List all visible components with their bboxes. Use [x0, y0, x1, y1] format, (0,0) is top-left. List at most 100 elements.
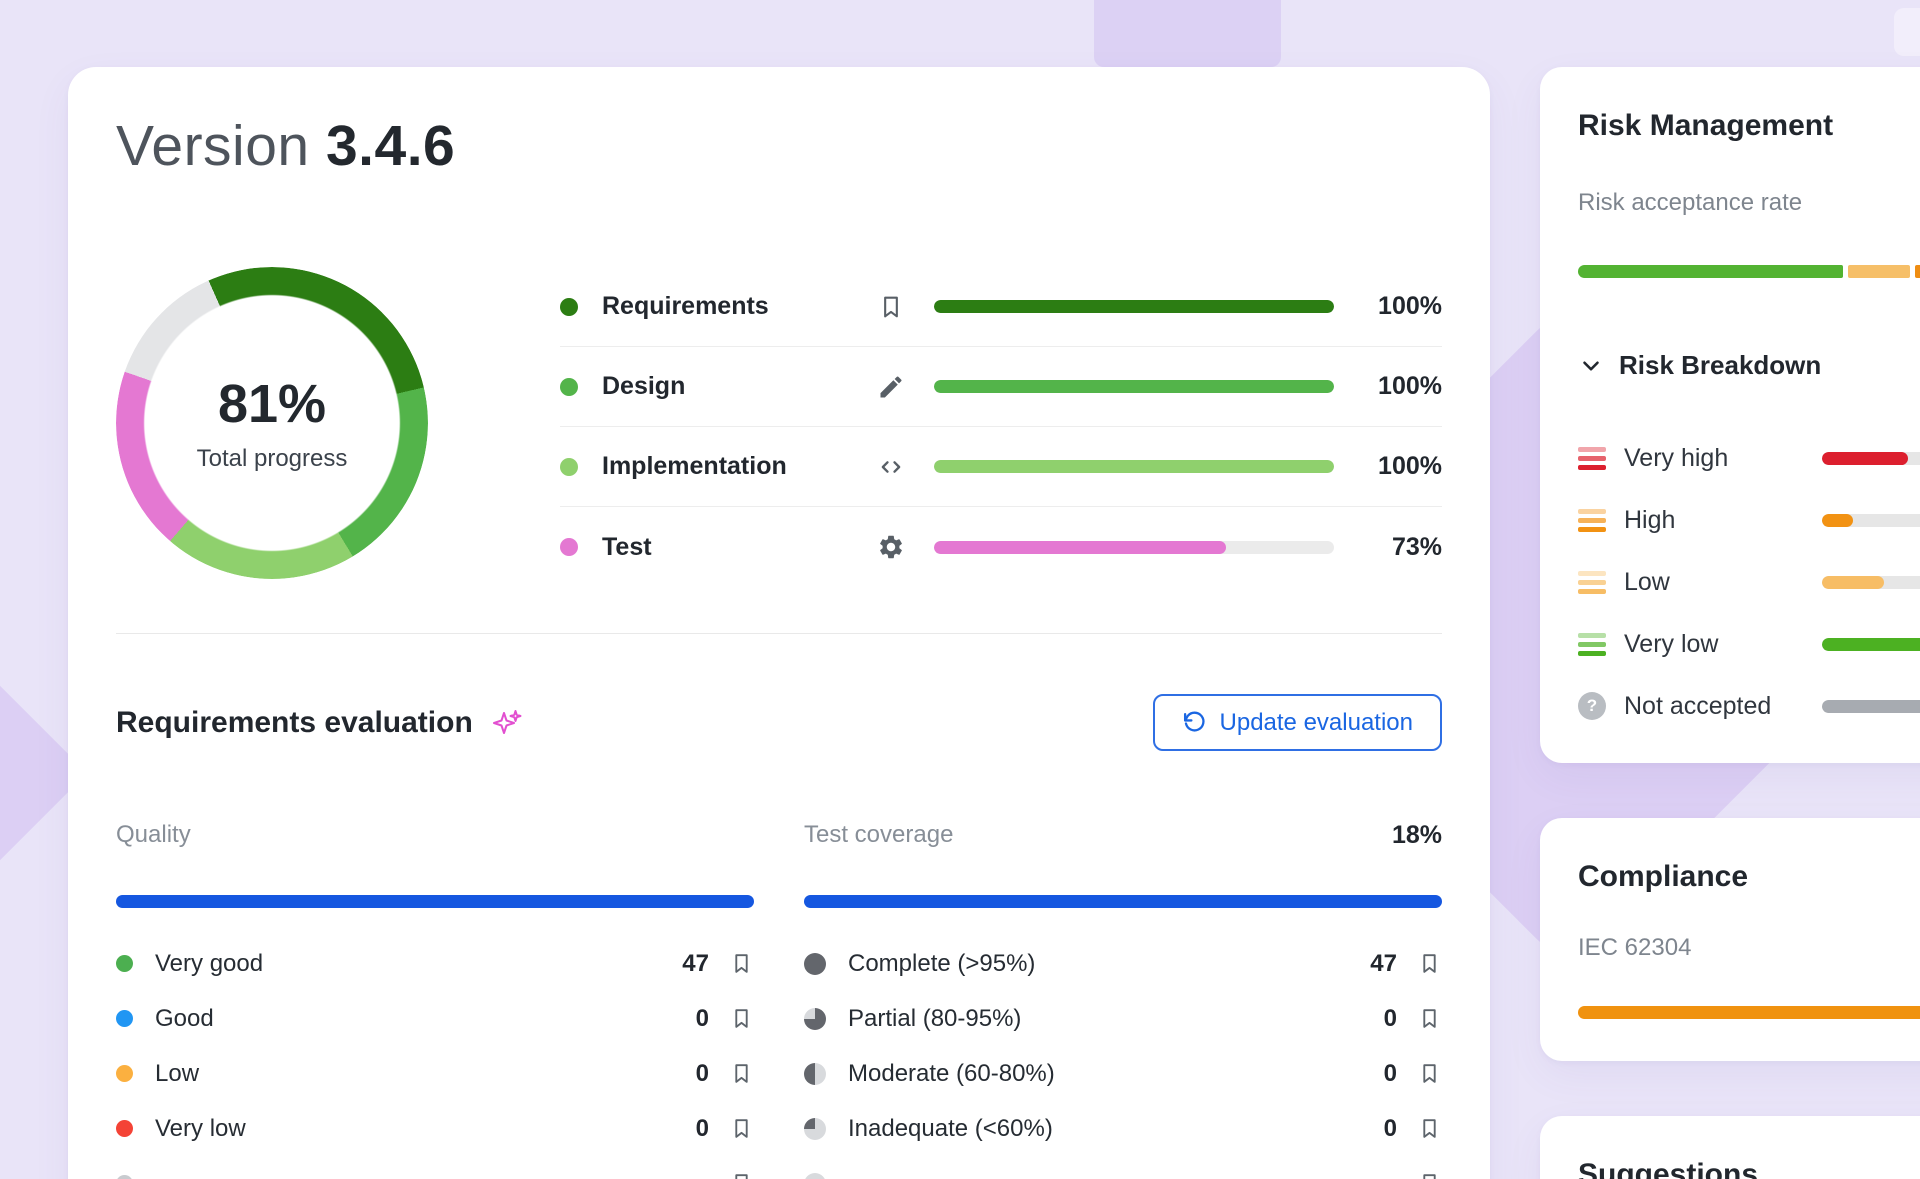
row-count: 47 [1370, 949, 1397, 977]
phase-progress-bar [934, 380, 1334, 393]
question-icon: ? [1578, 692, 1606, 720]
phase-dot [560, 377, 578, 396]
bookmark-icon[interactable] [729, 1006, 754, 1031]
update-evaluation-label: Update evaluation [1219, 708, 1413, 736]
code-icon [874, 453, 908, 481]
progress-overview: 81% Total progress Requirements 100% [116, 267, 1442, 587]
quality-progress-bar [116, 895, 754, 908]
row-label: Partial (80-95%) [848, 1004, 1022, 1032]
risk-row-bar [1822, 513, 1920, 527]
risk-breakdown-header[interactable]: Risk Breakdown [1578, 350, 1920, 381]
risk-acceptance-bar [1578, 265, 1920, 278]
phase-progress-bar [934, 300, 1334, 313]
risk-row-fill [1822, 513, 1854, 527]
risk-row-not-accepted: ? Not accepted [1578, 675, 1920, 737]
acceptance-segment-partial [1848, 265, 1910, 278]
risk-row-label: Low [1624, 567, 1670, 596]
risk-row-label: Very low [1624, 629, 1719, 658]
coverage-row: Moderate (60-80%) 0 [804, 1046, 1442, 1101]
bookmark-icon[interactable] [1417, 1116, 1442, 1141]
requirements-evaluation-title: Requirements evaluation [116, 705, 473, 739]
row-label: Very good [155, 949, 264, 977]
risk-row-label: Not accepted [1624, 691, 1772, 720]
bookmark-icon [874, 293, 908, 321]
phase-percent: 100% [1378, 452, 1442, 480]
row-label: Very low [155, 1114, 246, 1142]
phase-row-design: Design 100% [560, 347, 1442, 427]
risk-row-low: Low [1578, 551, 1920, 613]
phase-progress-fill [934, 380, 1334, 393]
phase-row-implementation: Implementation 100% [560, 427, 1442, 507]
row-count: 0 [695, 1059, 709, 1087]
risk-row-bar [1822, 637, 1920, 651]
refresh-icon [1183, 711, 1205, 732]
row-label: Complete (>95%) [848, 949, 1036, 977]
compliance-title: Compliance [1578, 860, 1749, 893]
risk-row-fill [1822, 451, 1909, 465]
phase-percent: 100% [1378, 372, 1442, 400]
pencil-icon [874, 373, 908, 401]
phase-label: Implementation [602, 452, 787, 480]
pie-three-quarter-icon [804, 1007, 826, 1030]
update-evaluation-button[interactable]: Update evaluation [1152, 694, 1442, 751]
phase-label: Design [602, 372, 686, 400]
risk-management-title: Risk Management [1578, 109, 1834, 142]
coverage-row: Complete (>95%) 47 [804, 936, 1442, 991]
pie-quarter-icon [804, 1117, 826, 1140]
risk-row-very-high: Very high [1578, 427, 1920, 489]
sparkles-icon [491, 707, 523, 739]
status-dot [116, 1010, 133, 1027]
phase-label: Test [602, 532, 652, 561]
phase-progress-fill [934, 460, 1334, 473]
chevron-down-icon [1583, 360, 1599, 371]
quality-label: Quality [116, 821, 191, 848]
version-overview-card: Version 3.4.6 81% Total progress Require… [68, 67, 1490, 1179]
quality-row: Very low 0 [116, 1101, 754, 1156]
phase-label: Requirements [602, 292, 769, 320]
pie-empty-icon [804, 1172, 826, 1179]
risk-row-bar [1822, 451, 1920, 465]
gear-icon [874, 533, 908, 561]
row-label: Low [155, 1059, 200, 1087]
phase-row-test: Test 73% [560, 507, 1442, 587]
risk-row-label: High [1624, 505, 1676, 534]
bookmark-icon[interactable] [729, 1061, 754, 1086]
risk-row-high: High [1578, 489, 1920, 551]
phase-list: Requirements 100% Design [560, 267, 1442, 587]
compliance-standard: IEC 62304 [1578, 934, 1692, 961]
quality-column: Quality Very good 47 Good 0 [116, 821, 754, 1179]
risk-row-fill [1822, 637, 1920, 651]
donut-percent: 81% [217, 374, 327, 434]
background-shape-corner [1894, 8, 1920, 56]
bookmark-icon[interactable] [1417, 1171, 1442, 1179]
phase-progress-fill [934, 300, 1334, 313]
row-count: 0 [1383, 1059, 1397, 1087]
page-title: Version 3.4.6 [116, 113, 1442, 179]
donut-ring [116, 267, 428, 579]
bookmark-icon[interactable] [729, 1116, 754, 1141]
coverage-row [804, 1156, 1442, 1179]
quality-row: Good 0 [116, 991, 754, 1046]
status-dot [116, 955, 133, 972]
coverage-column-head: Test coverage 18% [804, 821, 1442, 849]
compliance-card: Compliance IEC 62304 [1540, 818, 1920, 1061]
status-dot [116, 1175, 133, 1179]
bookmark-icon[interactable] [1417, 951, 1442, 976]
background-shape-square [1094, 0, 1281, 67]
coverage-value: 18% [1391, 820, 1442, 849]
risk-row-bar [1822, 575, 1920, 589]
bookmark-icon[interactable] [1417, 1061, 1442, 1086]
phase-progress-fill [934, 540, 1226, 554]
bookmark-icon[interactable] [729, 1171, 754, 1179]
priority-very-low-icon [1578, 632, 1606, 656]
bookmark-icon[interactable] [1417, 1006, 1442, 1031]
risk-row-bar [1822, 699, 1920, 713]
risk-row-fill [1822, 699, 1920, 713]
quality-row: Low 0 [116, 1046, 754, 1101]
acceptance-segment-open [1915, 265, 1920, 278]
coverage-row: Partial (80-95%) 0 [804, 991, 1442, 1046]
priority-very-high-icon [1578, 446, 1606, 470]
bookmark-icon[interactable] [729, 951, 754, 976]
compliance-progress-bar [1578, 1006, 1920, 1019]
